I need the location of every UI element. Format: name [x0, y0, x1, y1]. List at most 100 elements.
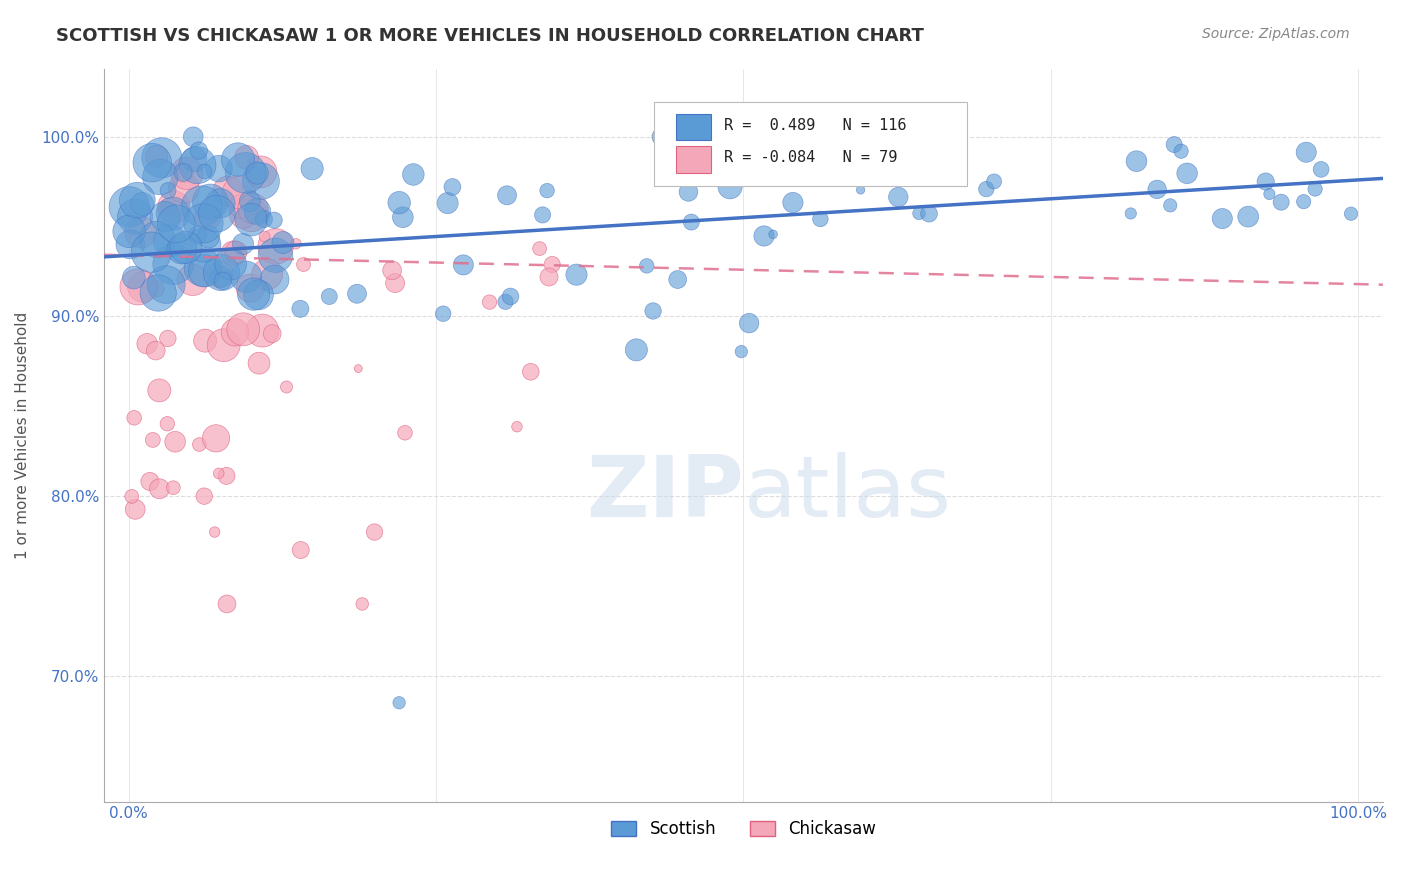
- Point: [205, 431, 228, 445]
- Point: [529, 242, 551, 256]
- Point: [1119, 206, 1142, 220]
- Point: [974, 182, 997, 196]
- Point: [127, 280, 149, 294]
- Point: [478, 295, 501, 310]
- Point: [678, 185, 700, 199]
- Point: [650, 129, 672, 144]
- Point: [519, 365, 541, 379]
- Point: [122, 410, 145, 425]
- Point: [187, 228, 209, 243]
- Point: [718, 179, 741, 194]
- Point: [155, 277, 177, 292]
- Text: atlas: atlas: [744, 452, 952, 535]
- Point: [1211, 211, 1233, 226]
- Point: [153, 210, 176, 224]
- Point: [187, 144, 209, 158]
- Point: [176, 166, 198, 180]
- Point: [1292, 194, 1315, 209]
- Point: [1146, 182, 1168, 196]
- Point: [242, 202, 264, 216]
- Point: [162, 481, 184, 495]
- Point: [181, 273, 204, 287]
- Point: [205, 207, 228, 221]
- Point: [139, 475, 162, 489]
- Point: [626, 343, 648, 357]
- Point: [141, 155, 163, 169]
- Point: [250, 165, 273, 179]
- Point: [188, 437, 211, 451]
- Y-axis label: 1 or more Vehicles in Household: 1 or more Vehicles in Household: [15, 311, 30, 558]
- Point: [208, 467, 231, 481]
- Point: [136, 336, 159, 351]
- Point: [209, 269, 232, 284]
- Point: [1340, 207, 1362, 221]
- FancyBboxPatch shape: [654, 102, 967, 186]
- Point: [212, 338, 235, 352]
- Point: [869, 154, 891, 169]
- Point: [225, 245, 247, 260]
- Text: SCOTTISH VS CHICKASAW 1 OR MORE VEHICLES IN HOUSEHOLD CORRELATION CHART: SCOTTISH VS CHICKASAW 1 OR MORE VEHICLES…: [56, 27, 924, 45]
- Point: [264, 239, 287, 253]
- Point: [146, 232, 169, 246]
- Point: [235, 150, 257, 164]
- Point: [122, 270, 145, 285]
- Point: [782, 195, 804, 210]
- Point: [730, 344, 752, 359]
- Point: [229, 199, 252, 213]
- Point: [242, 287, 264, 301]
- Point: [235, 166, 257, 180]
- Point: [165, 217, 187, 231]
- Point: [239, 281, 262, 295]
- Point: [132, 280, 155, 294]
- Point: [541, 258, 564, 272]
- Point: [162, 207, 184, 221]
- Point: [392, 211, 415, 225]
- Point: [1295, 145, 1317, 160]
- Point: [506, 419, 529, 434]
- Point: [347, 361, 370, 376]
- Point: [127, 193, 149, 207]
- Point: [290, 301, 312, 316]
- Point: [183, 153, 205, 167]
- Point: [228, 186, 250, 200]
- Point: [172, 165, 194, 179]
- Point: [145, 149, 167, 163]
- Point: [636, 259, 658, 273]
- Legend: Scottish, Chickasaw: Scottish, Chickasaw: [605, 814, 883, 845]
- Point: [565, 268, 588, 282]
- Point: [156, 417, 179, 431]
- Point: [1258, 187, 1281, 202]
- Point: [887, 190, 910, 204]
- Point: [1270, 195, 1292, 210]
- Point: [215, 469, 238, 483]
- Point: [174, 240, 197, 254]
- Point: [271, 235, 294, 250]
- Point: [219, 257, 242, 271]
- Point: [212, 274, 235, 288]
- Point: [197, 210, 219, 224]
- Point: [173, 181, 195, 195]
- Point: [193, 238, 215, 252]
- Point: [239, 194, 262, 209]
- Point: [531, 208, 554, 222]
- Point: [276, 380, 298, 394]
- Point: [453, 258, 475, 272]
- Point: [384, 276, 406, 290]
- Point: [388, 195, 411, 210]
- Point: [762, 227, 785, 242]
- Point: [145, 282, 167, 296]
- Point: [217, 184, 239, 198]
- Point: [808, 211, 831, 226]
- Point: [159, 234, 181, 248]
- Point: [436, 196, 458, 211]
- Point: [226, 153, 249, 167]
- Point: [256, 267, 278, 281]
- Point: [346, 286, 368, 301]
- Point: [121, 490, 143, 504]
- Point: [752, 229, 775, 244]
- Point: [129, 225, 152, 239]
- Point: [124, 502, 146, 516]
- Point: [263, 272, 285, 286]
- Text: R = -0.084   N = 79: R = -0.084 N = 79: [724, 151, 897, 165]
- Point: [537, 269, 560, 284]
